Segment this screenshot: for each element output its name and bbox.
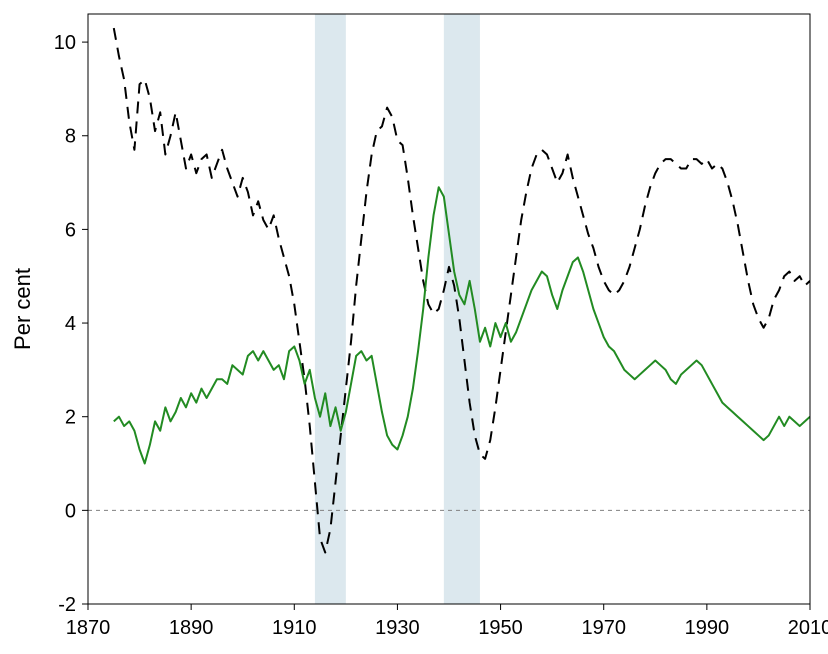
y-axis-label: Per cent: [10, 268, 35, 350]
y-tick-label: 4: [65, 313, 76, 335]
y-tick-label: 6: [65, 219, 76, 241]
x-tick-label: 1930: [375, 617, 420, 639]
x-tick-label: 1910: [272, 617, 317, 639]
x-tick-label: 1950: [478, 617, 523, 639]
chart-container: 1870 1890 1910 1930 1950 1970 1990 2010 -2 0 2 4 6 8 1…: [0, 0, 828, 654]
y-tick-label: 0: [65, 500, 76, 522]
x-tick-label: 1990: [685, 617, 730, 639]
x-tick-label: 2010: [788, 617, 828, 639]
y-tick-label: 10: [54, 32, 76, 54]
y-tick-label: 2: [65, 407, 76, 429]
x-tick-label: 1970: [581, 617, 626, 639]
x-tick-label: 1870: [66, 617, 111, 639]
y-tick-label: -2: [58, 594, 76, 616]
y-tick-label: 8: [65, 126, 76, 148]
line-chart: 1870 1890 1910 1930 1950 1970 1990 2010 -2 0 2 4 6 8 1…: [0, 0, 828, 654]
x-tick-label: 1890: [169, 617, 214, 639]
